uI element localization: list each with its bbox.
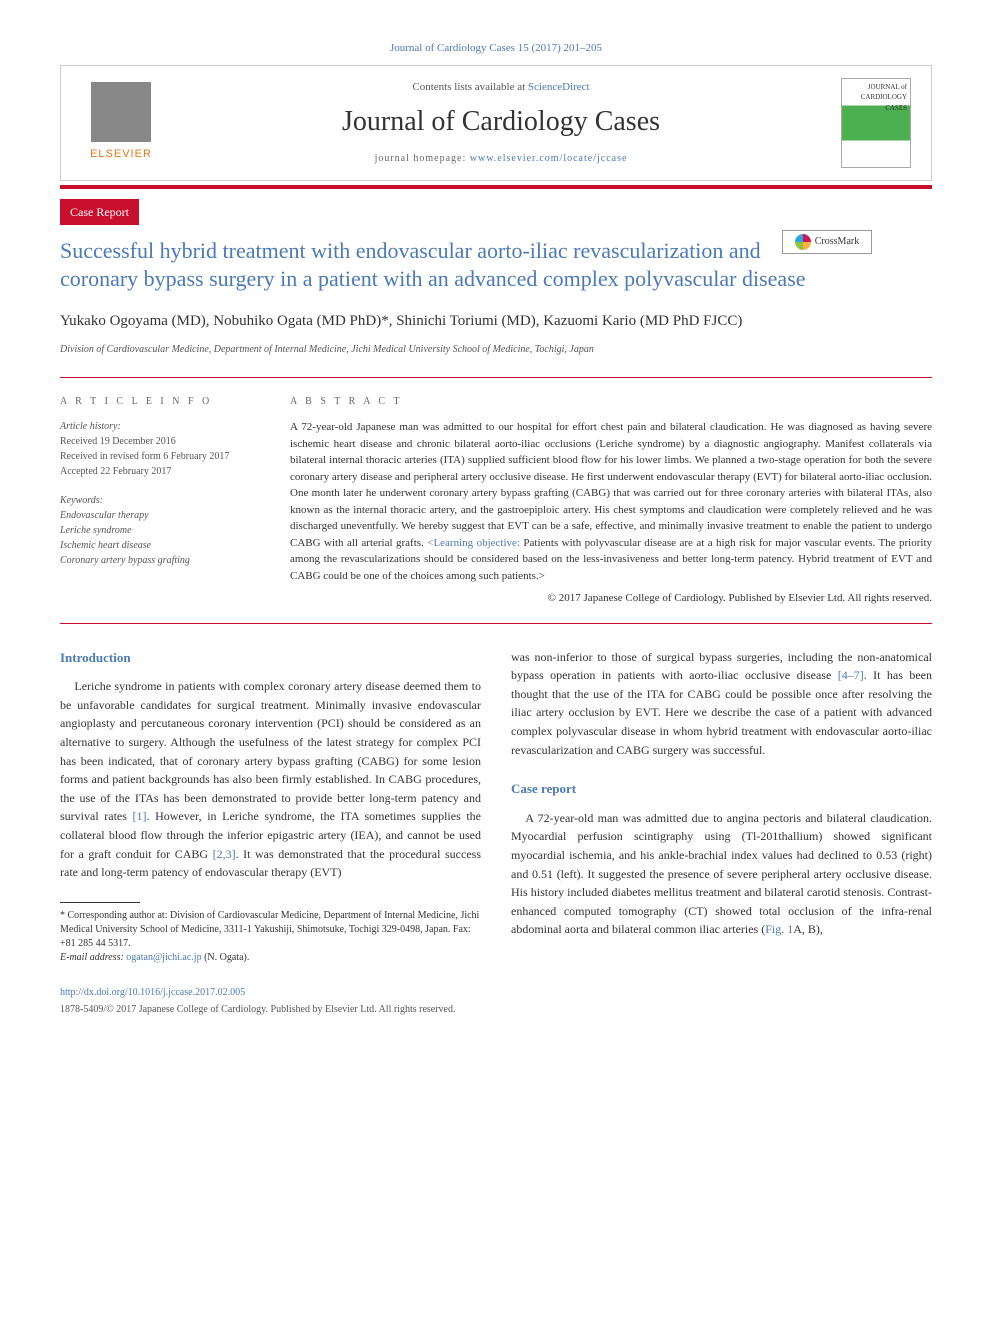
elsevier-text: ELSEVIER	[90, 146, 152, 163]
article-info-heading: A R T I C L E I N F O	[60, 394, 260, 409]
case-paragraph: A 72-year-old man was admitted due to an…	[511, 809, 932, 939]
case-text-2: A, B),	[793, 922, 823, 936]
learning-objective-label: <Learning objective:	[427, 537, 520, 549]
intro-text-1: Leriche syndrome in patients with comple…	[60, 679, 481, 823]
introduction-heading: Introduction	[60, 648, 481, 668]
bottom-copyright: 1878-5409/© 2017 Japanese College of Car…	[60, 1002, 932, 1017]
left-column: Introduction Leriche syndrome in patient…	[60, 648, 481, 965]
keyword: Coronary artery bypass grafting	[60, 553, 260, 568]
crossmark-label: CrossMark	[815, 234, 859, 249]
case-report-heading: Case report	[511, 779, 932, 799]
abstract-panel: A B S T R A C T A 72-year-old Japanese m…	[290, 394, 932, 607]
accepted-date: Accepted 22 February 2017	[60, 464, 260, 479]
history-label: Article history:	[60, 419, 260, 434]
intro-paragraph: Leriche syndrome in patients with comple…	[60, 677, 481, 882]
authors-list: Yukako Ogoyama (MD), Nobuhiko Ogata (MD …	[60, 310, 932, 333]
email-suffix: (N. Ogata).	[202, 952, 250, 963]
affiliation: Division of Cardiovascular Medicine, Dep…	[60, 342, 932, 357]
revised-date: Received in revised form 6 February 2017	[60, 449, 260, 464]
intro-continuation: was non-inferior to those of surgical by…	[511, 648, 932, 760]
abstract-text: A 72-year-old Japanese man was admitted …	[290, 419, 932, 584]
email-link[interactable]: ogatan@jichi.ac.jp	[126, 952, 201, 963]
case-text-1: A 72-year-old man was admitted due to an…	[511, 811, 932, 937]
elsevier-tree-icon	[91, 82, 151, 142]
keyword: Leriche syndrome	[60, 523, 260, 538]
elsevier-logo[interactable]: ELSEVIER	[81, 78, 161, 168]
received-date: Received 19 December 2016	[60, 434, 260, 449]
doi-link[interactable]: http://dx.doi.org/10.1016/j.jccase.2017.…	[60, 985, 932, 1000]
corresponding-author-note: * Corresponding author at: Division of C…	[60, 909, 481, 951]
article-info-panel: A R T I C L E I N F O Article history: R…	[60, 394, 260, 607]
email-footnote: E-mail address: ogatan@jichi.ac.jp (N. O…	[60, 951, 481, 965]
divider-bar	[60, 185, 932, 189]
abstract-copyright: © 2017 Japanese College of Cardiology. P…	[290, 590, 932, 607]
abstract-heading: A B S T R A C T	[290, 394, 932, 409]
journal-homepage: journal homepage: www.elsevier.com/locat…	[161, 151, 841, 166]
reference-link[interactable]: [2,3]	[213, 847, 236, 861]
contents-available: Contents lists available at ScienceDirec…	[161, 79, 841, 96]
sciencedirect-link[interactable]: ScienceDirect	[528, 81, 590, 93]
article-category-badge: Case Report	[60, 199, 139, 225]
contents-prefix: Contents lists available at	[412, 81, 527, 93]
keywords-label: Keywords:	[60, 493, 260, 508]
reference-link[interactable]: [1]	[133, 809, 147, 823]
crossmark-icon	[795, 234, 811, 250]
homepage-link[interactable]: www.elsevier.com/locate/jccase	[470, 153, 628, 164]
journal-header: ELSEVIER Contents lists available at Sci…	[60, 65, 932, 181]
keyword: Ischemic heart disease	[60, 538, 260, 553]
journal-citation[interactable]: Journal of Cardiology Cases 15 (2017) 20…	[60, 40, 932, 57]
keyword: Endovascular therapy	[60, 508, 260, 523]
email-label: E-mail address:	[60, 952, 126, 963]
footnote-separator	[60, 902, 140, 903]
figure-link[interactable]: Fig. 1	[765, 922, 793, 936]
journal-name: Journal of Cardiology Cases	[161, 101, 841, 143]
right-column: was non-inferior to those of surgical by…	[511, 648, 932, 965]
journal-cover-thumbnail[interactable]: JOURNAL of CARDIOLOGY CASES	[841, 78, 911, 168]
reference-link[interactable]: [4–7]	[838, 668, 864, 682]
cover-title: JOURNAL of CARDIOLOGY CASES	[842, 79, 910, 117]
homepage-prefix: journal homepage:	[375, 153, 470, 164]
abstract-body: A 72-year-old Japanese man was admitted …	[290, 421, 932, 549]
crossmark-button[interactable]: CrossMark	[782, 230, 872, 254]
